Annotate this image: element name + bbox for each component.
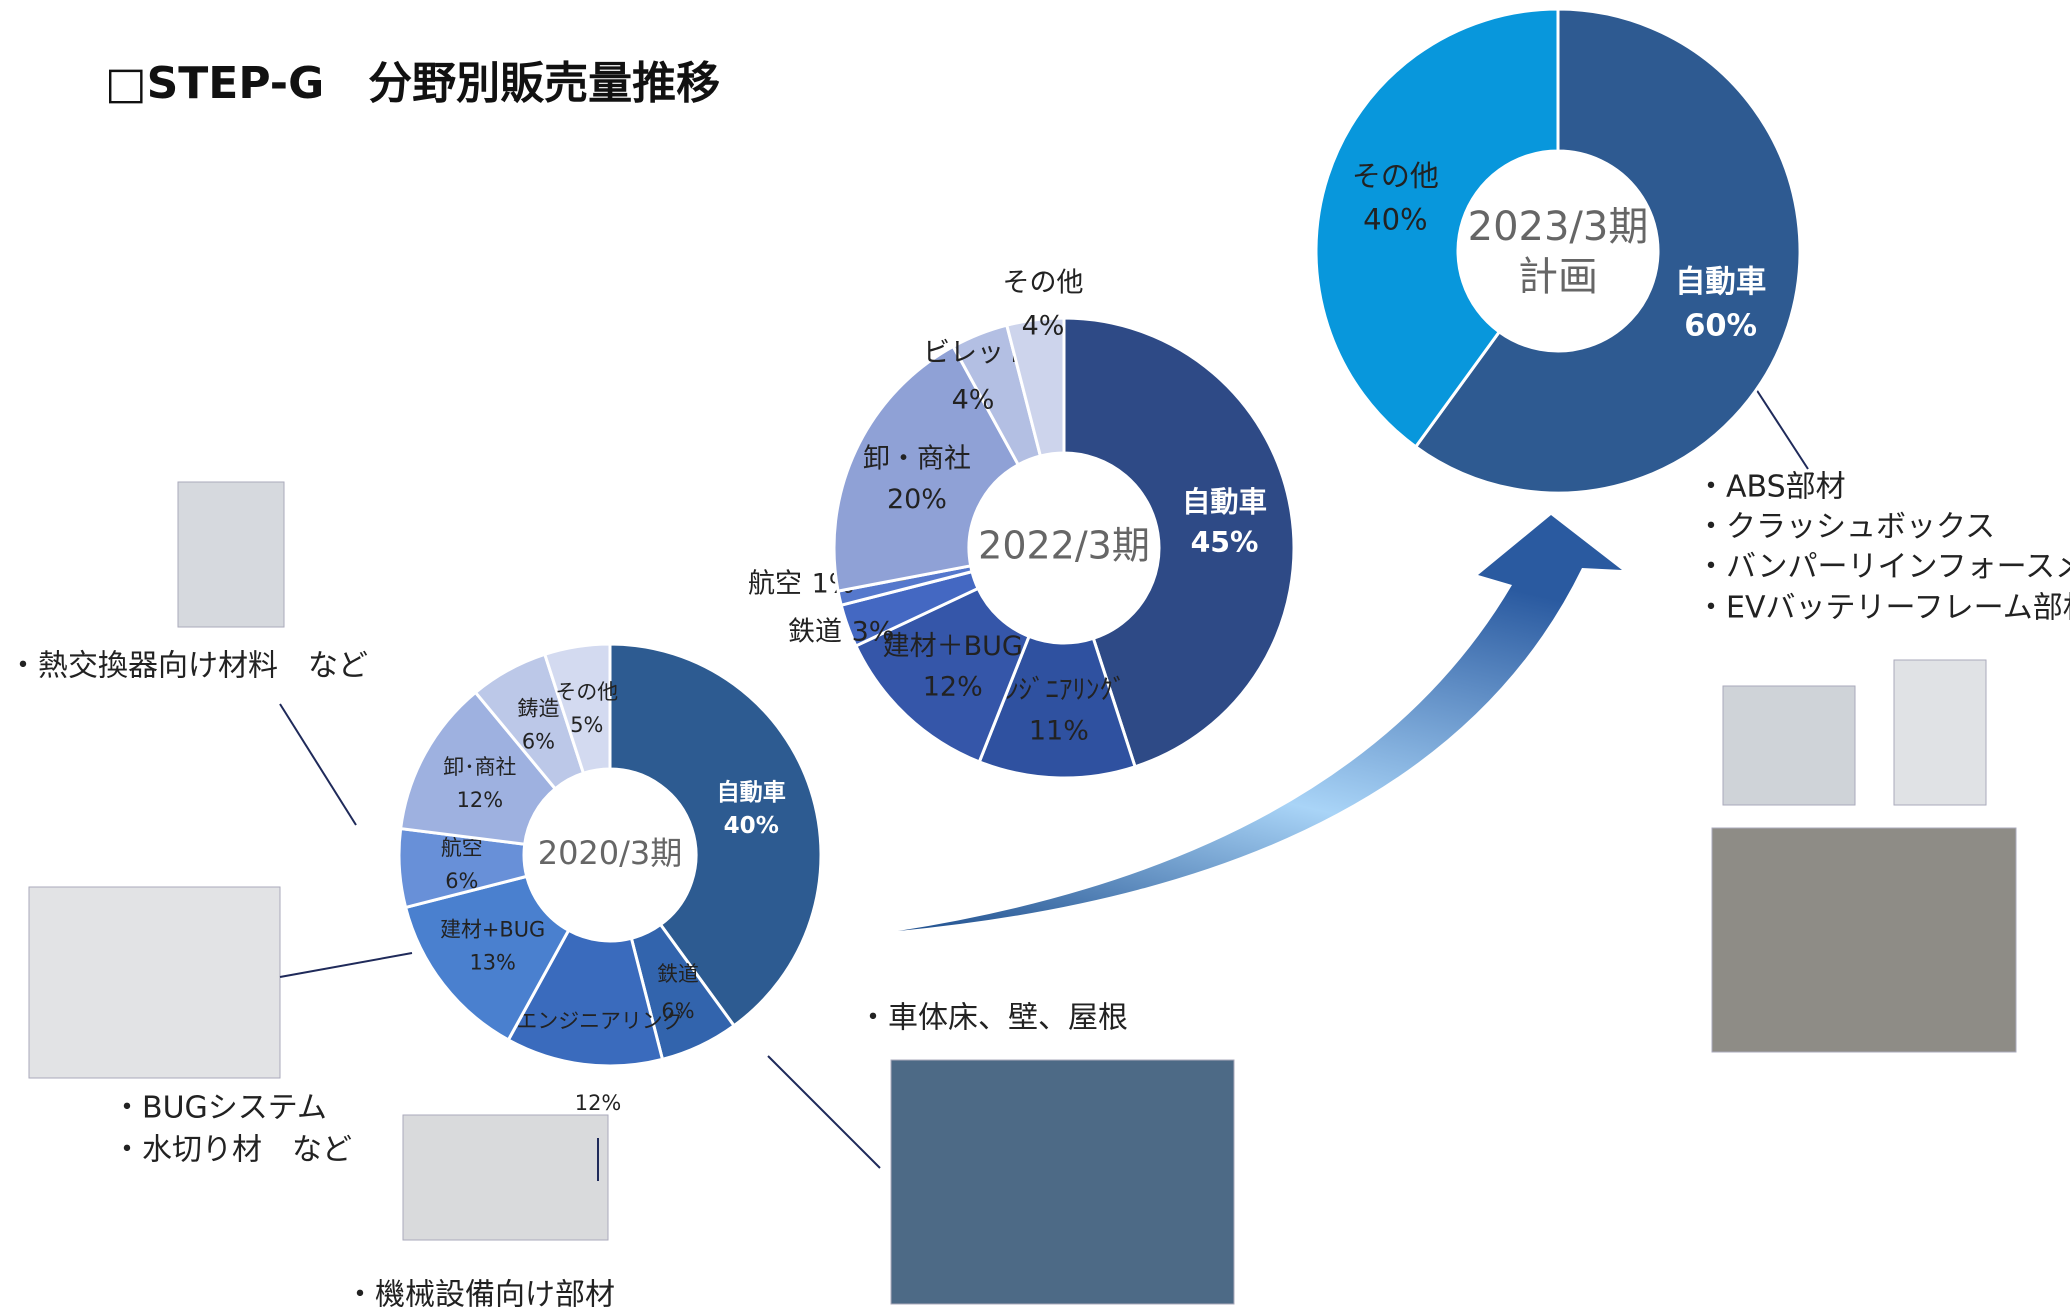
slice-value: 40% bbox=[1363, 202, 1427, 236]
photo-window-frame bbox=[29, 887, 280, 1078]
leader-line bbox=[280, 953, 412, 977]
slice-label: その他 bbox=[555, 680, 618, 704]
center-label: 2020/3期 bbox=[538, 834, 683, 872]
photo-factory bbox=[1712, 828, 2016, 1052]
page: □STEP-G 分野別販売量推移 ・熱交換器向け材料 など ・BUGシステム ・… bbox=[0, 0, 2070, 1315]
annotation: ・EVバッテリーフレーム部材 bbox=[1696, 591, 2070, 626]
slice-value: 12% bbox=[457, 788, 503, 812]
photo-train-floor bbox=[891, 1060, 1234, 1304]
slice-value: 45% bbox=[1191, 526, 1259, 559]
photo-profile bbox=[403, 1115, 608, 1240]
leader-line bbox=[768, 1056, 880, 1168]
slice-label: 鉄道 bbox=[657, 962, 699, 986]
slice-label: その他 bbox=[1352, 159, 1439, 193]
slice-value: 5% bbox=[570, 713, 603, 737]
slice-value: 12% bbox=[575, 1091, 621, 1115]
slice-value: 11% bbox=[1029, 716, 1089, 747]
photo-crash-box bbox=[1723, 686, 1855, 805]
leader-line bbox=[1756, 389, 1808, 469]
slice-label: エンジニアリング bbox=[516, 1009, 683, 1033]
leader-line bbox=[280, 704, 356, 825]
slice-value: 40% bbox=[724, 813, 779, 839]
annotation: ・水切り材 など bbox=[112, 1133, 352, 1168]
slice-value: 12% bbox=[923, 672, 983, 703]
slice-value: 20% bbox=[887, 484, 947, 515]
annotation: ・熱交換器向け材料 など bbox=[8, 649, 368, 684]
slice-value: 4% bbox=[1022, 311, 1065, 342]
slide-title: □STEP-G 分野別販売量推移 bbox=[105, 58, 720, 109]
slice-label: 自動車 bbox=[717, 779, 786, 806]
photo-battery-frame bbox=[1894, 660, 1986, 805]
slice-label: 鋳造 bbox=[518, 696, 560, 720]
slice-label: 建材＋BUG bbox=[883, 631, 1023, 662]
center-label: 2023/3期 bbox=[1468, 204, 1649, 250]
slice-label: 鉄道 bbox=[788, 617, 842, 648]
slice-label: 航空 bbox=[748, 569, 802, 600]
center-label: 2022/3期 bbox=[978, 524, 1150, 568]
slice-value: 4% bbox=[952, 385, 995, 416]
photo-heat-exchanger bbox=[178, 482, 284, 627]
slice-label: その他 bbox=[1003, 268, 1084, 299]
annotation: ・機械設備向け部材 bbox=[345, 1278, 615, 1313]
slice-value: 13% bbox=[469, 951, 515, 975]
slice-value: 3% bbox=[852, 617, 895, 648]
slice-label: 卸･商社 bbox=[443, 755, 516, 779]
annotation: ・車体床、壁、屋根 bbox=[858, 1001, 1128, 1036]
slice-value: 60% bbox=[1684, 309, 1757, 344]
annotation: ・ABS部材 bbox=[1696, 470, 1846, 505]
slice-label: 建材+BUG bbox=[440, 918, 545, 942]
slice-label: 自動車 bbox=[1675, 265, 1766, 300]
slide: □STEP-G 分野別販売量推移 ・熱交換器向け材料 など ・BUGシステム ・… bbox=[0, 0, 2070, 1315]
center-sublabel: 計画 bbox=[1518, 254, 1598, 300]
slice-value: 6% bbox=[445, 869, 478, 893]
annotation: ・クラッシュボックス bbox=[1696, 510, 1995, 545]
annotation: ・バンパーリインフォースメント bbox=[1696, 550, 2070, 585]
slice-label: 卸・商社 bbox=[863, 443, 971, 474]
slice-label: 自動車 bbox=[1182, 486, 1267, 519]
slice-value: 6% bbox=[522, 729, 555, 753]
annotation: ・BUGシステム bbox=[112, 1091, 327, 1126]
